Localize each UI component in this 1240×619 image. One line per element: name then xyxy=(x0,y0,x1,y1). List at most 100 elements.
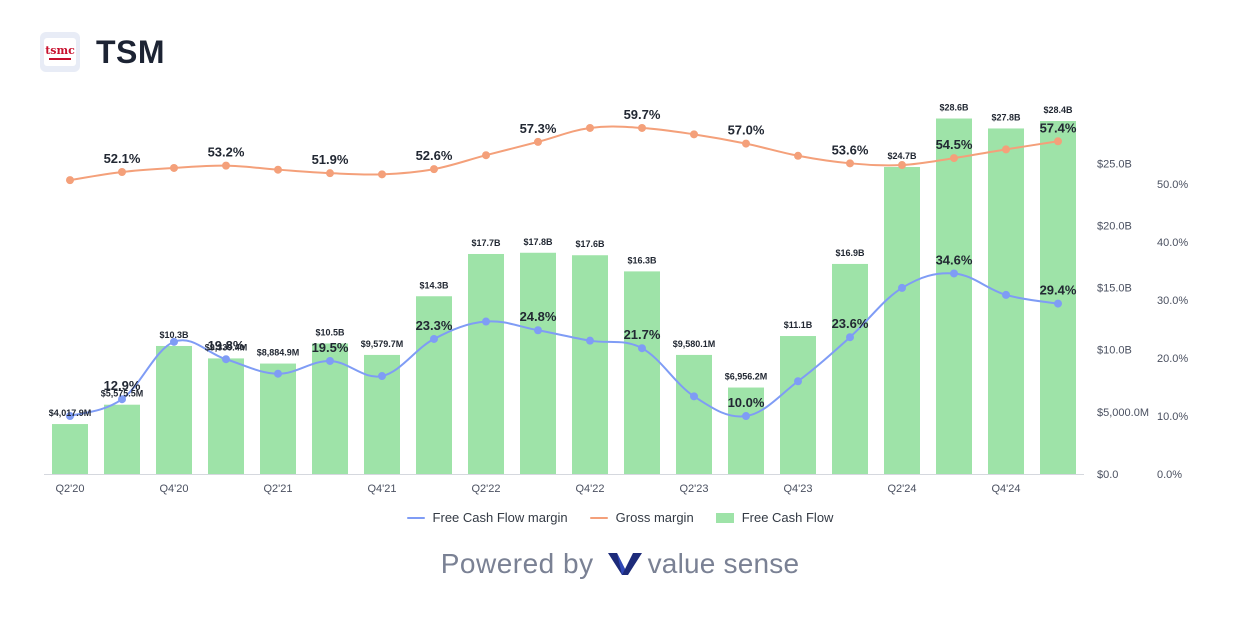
gross-margin-point xyxy=(1054,137,1062,146)
fcf-bar xyxy=(572,255,608,474)
left-axis-tick-label: $20.0B xyxy=(1097,220,1132,232)
value-sense-logo[interactable]: value sense xyxy=(607,548,800,580)
gross-margin-label: 59.7% xyxy=(624,107,661,122)
fcf-bar-label: $24.7B xyxy=(887,151,917,161)
gross-margin-point xyxy=(846,159,854,168)
fcf-bar xyxy=(728,387,764,474)
gross-margin-point xyxy=(482,151,490,160)
x-tick-label: Q4'21 xyxy=(367,483,396,495)
value-sense-wordmark: value sense xyxy=(647,548,800,579)
fcf-bar-label: $8,884.9M xyxy=(257,348,300,358)
fcf-bar-label: $9,579.7M xyxy=(361,339,404,349)
fcf-bar-label: $16.9B xyxy=(835,248,865,258)
gross-margin-point xyxy=(170,163,178,172)
fcf-bar-label: $16.3B xyxy=(627,255,657,265)
legend-item-fcf-margin[interactable]: Free Cash Flow margin xyxy=(406,510,568,525)
fcf-margin-point xyxy=(482,317,490,326)
fcf-bar xyxy=(260,363,296,474)
fcf-margin-point xyxy=(950,269,958,278)
fcf-bar xyxy=(208,358,244,474)
fcf-margin-point xyxy=(274,369,282,378)
right-axis-tick-label: 30.0% xyxy=(1157,295,1188,307)
fcf-margin-point xyxy=(534,326,542,335)
gross-margin-label: 52.1% xyxy=(104,151,141,166)
fcf-bar-label: $10.3B xyxy=(159,330,189,340)
fcf-bar xyxy=(104,404,140,474)
right-axis-tick-label: 10.0% xyxy=(1157,411,1188,423)
fcf-bar xyxy=(676,354,712,474)
fcf-bar xyxy=(520,252,556,474)
gross-margin-label: 52.6% xyxy=(416,148,453,163)
gross-margin-label: 51.9% xyxy=(312,152,349,167)
powered-by-text: Powered by xyxy=(440,548,594,579)
left-axis-tick-label: $15.0B xyxy=(1097,283,1132,295)
fcf-margin-point xyxy=(794,377,802,386)
fcf-swatch xyxy=(715,512,734,523)
fcf-bar-label: $28.6B xyxy=(939,103,969,113)
x-tick-label: Q4'24 xyxy=(991,483,1020,495)
gross-margin-label: 57.0% xyxy=(728,123,765,138)
gross-margin-line xyxy=(69,125,1059,182)
fcf-margin-label: 29.4% xyxy=(1040,283,1077,298)
chart-legend: Free Cash Flow margin Gross margin Free … xyxy=(0,510,1240,525)
gross-margin-point xyxy=(586,123,594,132)
fcf-margin-label: 19.5% xyxy=(312,340,349,355)
fcf-bar xyxy=(52,424,88,474)
gross-margin-point xyxy=(66,176,74,185)
fcf-margin-point xyxy=(326,356,334,365)
right-axis-tick-label: 0.0% xyxy=(1157,469,1182,481)
fcf-bar xyxy=(416,296,452,474)
right-axis-tick-label: 50.0% xyxy=(1157,179,1188,191)
logo-underline xyxy=(49,57,71,60)
fcf-margin-label: 24.8% xyxy=(520,309,557,324)
legend-item-gross-margin[interactable]: Gross margin xyxy=(589,510,694,525)
gross-margin-point xyxy=(742,139,750,148)
fcf-bar xyxy=(312,343,348,474)
fcf-bar xyxy=(832,263,868,474)
combo-chart: $0.0 $5,000.0M $10.0B $15.0B $20.0B $25.0B 0.0… xyxy=(44,103,1188,495)
x-tick-label: Q2'22 xyxy=(471,483,500,495)
fcf-margin-point xyxy=(222,355,230,364)
fcf-margin-label: 34.6% xyxy=(936,252,973,267)
gross-margin-point xyxy=(378,170,386,179)
x-tick-label: Q4'23 xyxy=(783,483,812,495)
fcf-bar-label: $4,017.9M xyxy=(49,408,92,418)
gross-margin-label: 57.3% xyxy=(520,121,557,136)
fcf-margin-point xyxy=(66,412,74,421)
fcf-margin-point xyxy=(638,344,646,353)
x-tick-label: Q4'20 xyxy=(159,483,188,495)
fcf-margin-point xyxy=(430,334,438,343)
fcf-bar xyxy=(936,118,972,474)
logo-text: tsmc xyxy=(45,43,75,57)
fcf-bar-label: $17.7B xyxy=(471,238,501,248)
fcf-margin-point xyxy=(118,395,126,404)
fcf-bar-label: $6,956.2M xyxy=(725,372,768,382)
fcf-margin-point xyxy=(170,337,178,346)
fcf-bar-label: $27.8B xyxy=(991,112,1021,122)
fcf-margin-label: 23.6% xyxy=(832,316,869,331)
fcf-bar-label: $17.8B xyxy=(523,237,553,247)
gross-margin-label: 57.4% xyxy=(1040,120,1077,135)
fcf-margin-point xyxy=(378,372,386,381)
fcf-margin-point xyxy=(1054,299,1062,308)
fcf-bar-label: $11.1B xyxy=(784,320,813,330)
gross-margin-point xyxy=(898,161,906,170)
fcf-bar-label: $5,575.5M xyxy=(101,389,144,399)
gross-margin-point xyxy=(690,130,698,139)
gross-margin-point xyxy=(1002,145,1010,154)
fcf-margin-point xyxy=(690,392,698,401)
value-sense-v-icon xyxy=(607,553,642,575)
gross-margin-swatch xyxy=(589,516,608,519)
x-tick-label: Q2'24 xyxy=(887,483,916,495)
company-logo: tsmc xyxy=(40,32,80,72)
fcf-margin-point xyxy=(1002,290,1010,299)
fcf-bar xyxy=(156,345,192,474)
ticker-title: TSM xyxy=(96,33,166,70)
legend-item-fcf[interactable]: Free Cash Flow xyxy=(715,510,833,525)
fcf-bar-label: $14.3B xyxy=(419,280,449,290)
gross-margin-point xyxy=(430,165,438,174)
fcf-bar xyxy=(884,166,920,474)
x-tick-label: Q2'23 xyxy=(679,483,708,495)
fcf-bar-label: $17.6B xyxy=(575,239,605,249)
left-axis-tick-label: $10.0B xyxy=(1097,345,1132,357)
